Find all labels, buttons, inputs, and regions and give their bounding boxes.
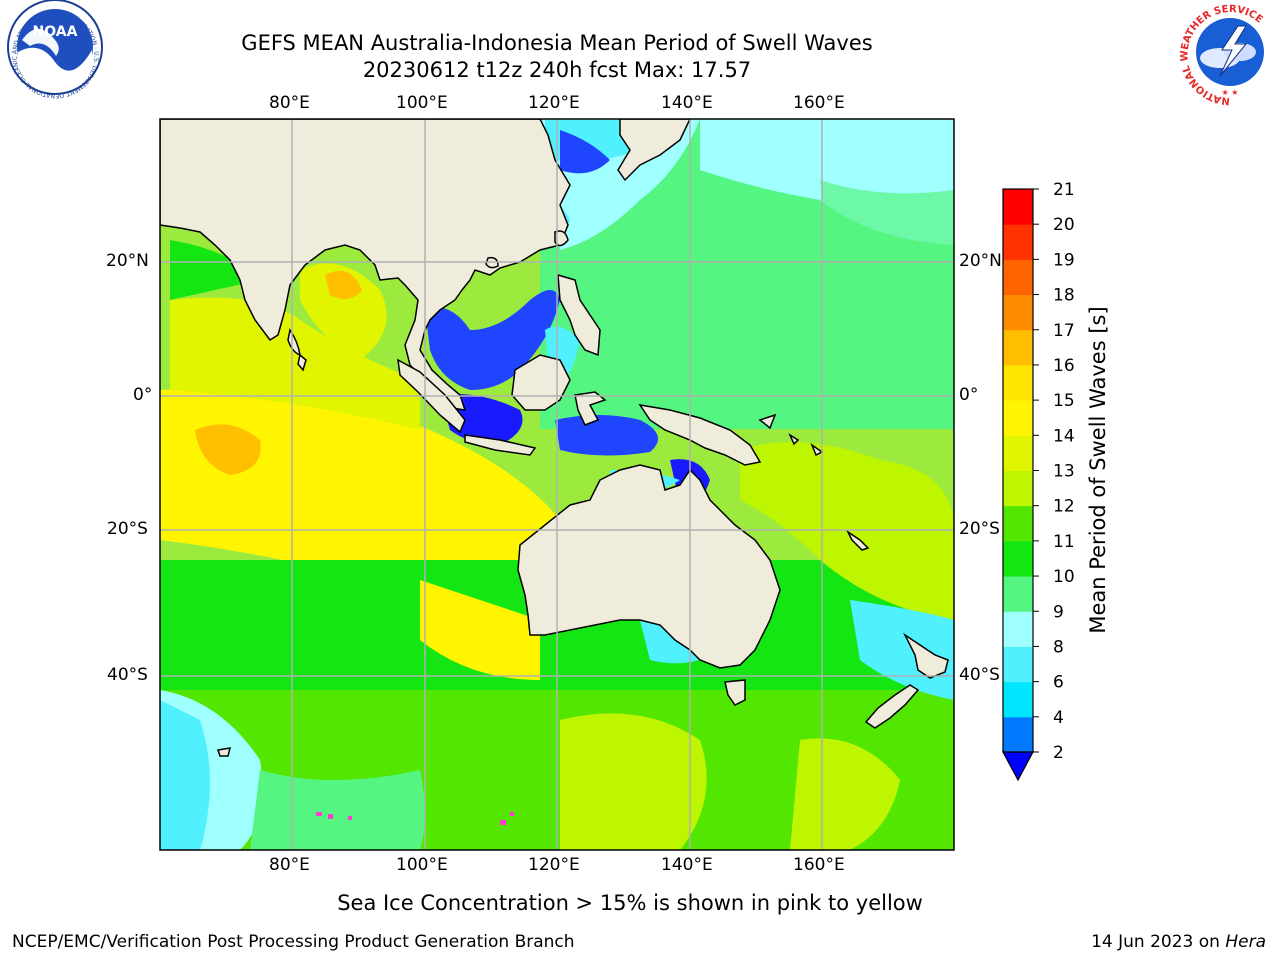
- map-area: [160, 119, 954, 850]
- footer-date: 14 Jun 2023 on: [1091, 932, 1226, 952]
- colorbar-tick-label: 18: [1053, 286, 1075, 306]
- lon-tick-bottom: 120°E: [528, 855, 580, 875]
- colorbar-swatch: [1003, 189, 1033, 225]
- lon-tick-bottom: 160°E: [793, 855, 845, 875]
- lon-tick-top: 80°E: [269, 93, 310, 113]
- lon-tick-top: 120°E: [528, 93, 580, 113]
- colorbar-tick-label: 21: [1053, 180, 1075, 200]
- colorbar-swatch: [1003, 224, 1033, 260]
- lat-tick-left: 0°: [133, 385, 153, 405]
- colorbar-tick-label: 6: [1053, 673, 1064, 693]
- lon-tick-bottom: 140°E: [661, 855, 713, 875]
- colorbar-tick-label: 10: [1053, 567, 1075, 587]
- colorbar: 2 4 6 8 9 10 11 12 13 14 15 16 17 18 19 20 21: [1001, 180, 1075, 782]
- lat-tick-right: 20°S: [959, 519, 1000, 539]
- lon-tick-top: 140°E: [661, 93, 713, 113]
- colorbar-tick-label: 16: [1053, 356, 1075, 376]
- colorbar-swatch: [1003, 364, 1033, 401]
- colorbar-swatch: [1003, 646, 1033, 683]
- colorbar-tick-label: 9: [1053, 602, 1064, 622]
- colorbar-label: Mean Period of Swell Waves [s]: [1086, 306, 1110, 633]
- colorbar-swatch: [1003, 400, 1033, 436]
- lat-tick-right: 40°S: [959, 665, 1000, 685]
- colorbar-tick-label: 19: [1053, 250, 1075, 270]
- sea-ice-note: Sea Ice Concentration > 15% is shown in …: [337, 891, 923, 915]
- colorbar-tick-label: 14: [1053, 426, 1075, 446]
- colorbar-tick-label: 20: [1053, 215, 1075, 235]
- colorbar-tick-label: 15: [1053, 391, 1075, 411]
- colorbar-swatch: [1003, 576, 1033, 612]
- lat-tick-left: 20°N: [106, 251, 149, 271]
- lat-tick-left: 20°S: [107, 519, 148, 539]
- lat-tick-left: 40°S: [107, 665, 148, 685]
- chart-title: GEFS MEAN Australia-Indonesia Mean Perio…: [241, 31, 873, 55]
- colorbar-extend: [1001, 751, 1035, 782]
- lon-tick-top: 160°E: [793, 93, 845, 113]
- chart-subtitle: 20230612 t12z 240h fcst Max: 17.57: [362, 58, 752, 82]
- noaa-logo-text: NOAA: [33, 24, 78, 40]
- footer-host: Hera: [1225, 932, 1266, 952]
- colorbar-swatch: [1003, 329, 1033, 366]
- lat-tick-right: 0°: [959, 385, 979, 405]
- lon-tick-bottom: 100°E: [396, 855, 448, 875]
- colorbar-swatch: [1003, 294, 1033, 331]
- colorbar-swatch: [1003, 681, 1033, 718]
- footer-right: 14 Jun 2023 on Hera: [1091, 932, 1266, 952]
- colorbar-tick-label: 2: [1053, 743, 1064, 763]
- colorbar-swatch: [1003, 259, 1033, 296]
- colorbar-tick-label: 8: [1053, 637, 1064, 657]
- nws-logo: NATIONAL WEATHER SERVICE ★ ★: [1179, 1, 1279, 106]
- colorbar-swatch: [1003, 611, 1033, 647]
- colorbar-swatch: [1003, 716, 1033, 753]
- lon-tick-bottom: 80°E: [269, 855, 310, 875]
- land: [160, 119, 949, 757]
- map-frame: [159, 118, 955, 851]
- footer-left: NCEP/EMC/Verification Post Processing Pr…: [12, 932, 575, 952]
- colorbar-tick-label: 11: [1053, 532, 1075, 552]
- noaa-logo: NATIONAL OCEANIC AND ATMOSPHERIC ADMINIS…: [0, 0, 103, 99]
- colorbar-swatch: [1003, 435, 1033, 471]
- lat-tick-right: 20°N: [959, 251, 1002, 271]
- colorbar-swatch: [1003, 470, 1033, 507]
- colorbar-swatch: [1003, 505, 1033, 542]
- colorbar-swatch: [1003, 540, 1033, 577]
- lon-tick-top: 100°E: [396, 93, 448, 113]
- graticule: [160, 119, 954, 850]
- colorbar-tick-label: 12: [1053, 497, 1075, 517]
- colorbar-tick-label: 4: [1053, 708, 1064, 728]
- colorbar-tick-label: 17: [1053, 321, 1075, 341]
- svg-text:★ ★: ★ ★: [1222, 88, 1239, 97]
- colorbar-tick-label: 13: [1053, 462, 1075, 482]
